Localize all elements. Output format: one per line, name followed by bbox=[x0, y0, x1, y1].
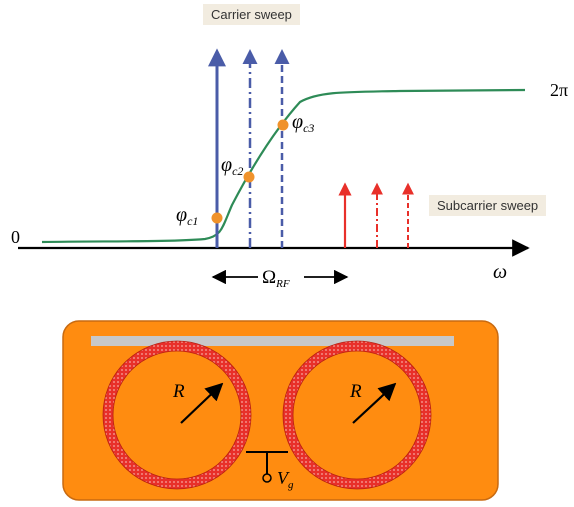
ring-left-outline bbox=[102, 340, 252, 490]
phase-label-c1: φc1 bbox=[176, 204, 198, 228]
bus-waveguide bbox=[91, 336, 454, 346]
ring-resonator-right bbox=[283, 341, 431, 489]
axis-origin-label: 0 bbox=[11, 227, 20, 247]
ring-right-outline bbox=[282, 340, 432, 490]
radius-label-left: R bbox=[172, 381, 185, 402]
subcarrier-sweep-label: Subcarrier sweep bbox=[429, 195, 547, 216]
phase-curve bbox=[41, 88, 526, 244]
ring-resonator-left bbox=[103, 341, 251, 489]
gate-voltage-label: Vg bbox=[277, 468, 294, 491]
chip-body bbox=[62, 320, 499, 501]
phase-point-c2 bbox=[243, 171, 255, 183]
radius-arrow-right bbox=[352, 382, 397, 424]
radius-label-right: R bbox=[349, 381, 362, 402]
rf-span-label: ΩRF bbox=[262, 267, 290, 290]
phase-2pi-label: 2π bbox=[550, 80, 568, 100]
phase-label-c2: φc2 bbox=[221, 154, 243, 178]
radius-arrow-left bbox=[180, 382, 224, 424]
axis-omega-label: ω bbox=[493, 261, 507, 283]
phase-point-c1 bbox=[211, 212, 223, 224]
carrier-sweep-label: Carrier sweep bbox=[203, 4, 300, 25]
phase-point-c3 bbox=[277, 119, 289, 131]
phase-label-c3: φc3 bbox=[292, 111, 314, 135]
gate-terminal bbox=[262, 473, 272, 483]
